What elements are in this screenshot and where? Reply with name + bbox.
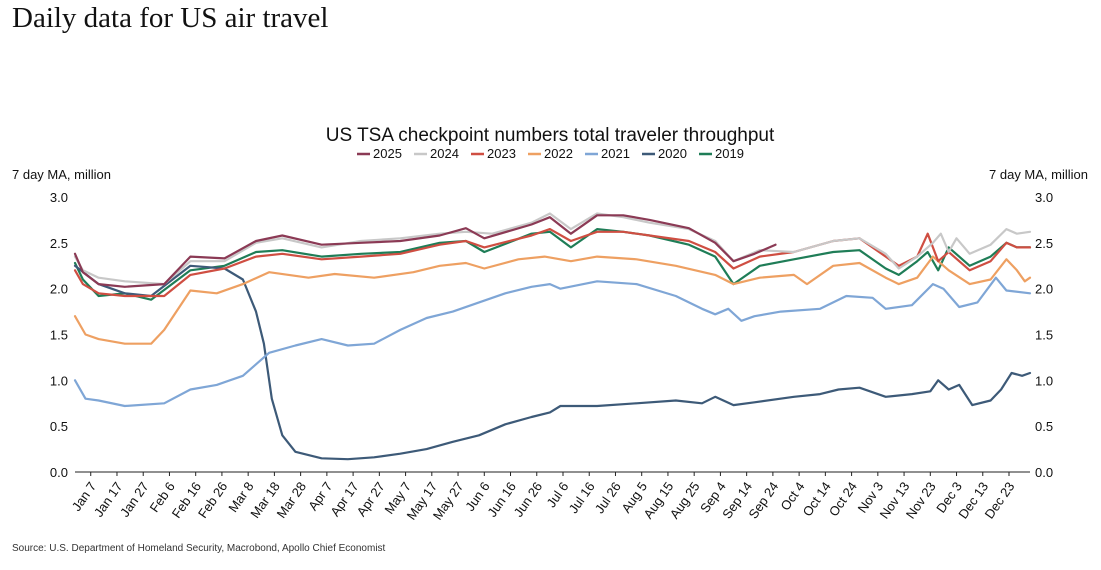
x-tick-label: Jul 26 [592, 479, 624, 516]
y-axis-label-right: 7 day MA, million [989, 167, 1088, 182]
y-tick-left: 2.0 [50, 282, 68, 297]
y-tick-right: 0.5 [1035, 419, 1053, 434]
y-tick-left: 0.5 [50, 419, 68, 434]
y-tick-left: 2.5 [50, 236, 68, 251]
series-line-2023 [73, 228, 1032, 298]
y-tick-left: 3.0 [50, 190, 68, 205]
y-tick-left: 0.0 [50, 465, 68, 480]
y-tick-right: 0.0 [1035, 465, 1053, 480]
y-ticks: 0.0 0.0 0.5 0.5 1.0 1.0 1.5 1.5 2.0 2.0 2.5 2.5 3.0 3… [50, 190, 1053, 480]
legend-label-2020: 2020 [658, 146, 687, 161]
legend-label-2022: 2022 [544, 146, 573, 161]
series-line-2025 [73, 214, 777, 288]
y-tick-right: 3.0 [1035, 190, 1053, 205]
y-tick-right: 1.0 [1035, 373, 1053, 388]
legend-label-2021: 2021 [601, 146, 630, 161]
series-line-2021 [73, 276, 1032, 408]
x-tick-label: Jul 16 [565, 479, 597, 516]
y-axis-label-left: 7 day MA, million [12, 167, 111, 182]
y-tick-left: 1.0 [50, 373, 68, 388]
source-note: Source: U.S. Department of Homeland Secu… [12, 543, 386, 554]
series-line-2024 [73, 212, 1032, 286]
chart-title: US TSA checkpoint numbers total traveler… [326, 125, 775, 146]
x-tick-label: Jun 26 [511, 479, 546, 520]
y-tick-right: 2.0 [1035, 282, 1053, 297]
legend-label-2023: 2023 [487, 146, 516, 161]
legend-label-2025: 2025 [373, 146, 402, 161]
series-line-2020 [73, 264, 1032, 461]
series-line-2019 [73, 228, 1032, 301]
y-tick-left: 1.5 [50, 328, 68, 343]
x-tick-label: Jan 27 [117, 479, 152, 520]
legend-label-2024: 2024 [430, 146, 459, 161]
legend-label-2019: 2019 [715, 146, 744, 161]
legend: 2025 2024 2023 2022 2021 2020 2019 [357, 146, 744, 161]
series-group [73, 212, 1032, 461]
page-headline: Daily data for US air travel [12, 2, 329, 34]
x-tick-label: Oct 24 [826, 479, 860, 519]
x-tick-label: Apr 27 [354, 479, 388, 519]
y-tick-right: 1.5 [1035, 328, 1053, 343]
y-tick-right: 2.5 [1035, 236, 1053, 251]
